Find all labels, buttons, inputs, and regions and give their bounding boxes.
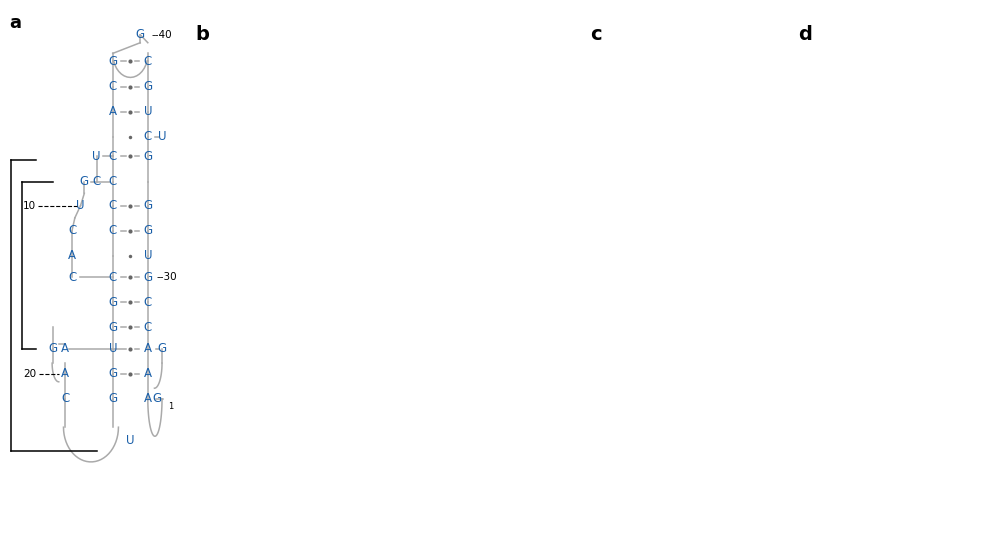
Text: C: C	[144, 55, 152, 68]
Text: A: A	[61, 367, 70, 380]
Text: A: A	[144, 342, 152, 355]
Text: G: G	[143, 80, 152, 93]
Text: G: G	[143, 224, 152, 237]
Text: A: A	[61, 342, 70, 355]
Text: G: G	[136, 28, 145, 41]
Text: G: G	[143, 150, 152, 163]
Text: A: A	[68, 249, 76, 262]
Text: G: G	[157, 342, 166, 355]
Text: C: C	[109, 80, 117, 93]
Text: C: C	[109, 199, 117, 212]
Text: C: C	[144, 296, 152, 309]
Text: 20: 20	[23, 369, 36, 379]
Text: C: C	[109, 224, 117, 237]
Text: G: G	[143, 271, 152, 284]
Text: G: G	[108, 367, 117, 380]
Text: C: C	[109, 271, 117, 284]
Text: U: U	[143, 249, 152, 262]
Text: C: C	[61, 392, 70, 405]
Text: C: C	[109, 175, 117, 188]
Text: C: C	[144, 321, 152, 334]
Text: U: U	[77, 199, 85, 212]
Text: C: C	[109, 150, 117, 163]
Text: C: C	[68, 271, 77, 284]
Text: U: U	[93, 150, 101, 163]
Text: G: G	[108, 55, 117, 68]
Text: c: c	[590, 25, 602, 44]
Text: 10: 10	[23, 201, 36, 210]
Text: G: G	[108, 296, 117, 309]
Text: A: A	[144, 367, 152, 380]
Text: U: U	[143, 105, 152, 118]
Text: 1: 1	[167, 403, 173, 411]
Text: a: a	[9, 14, 21, 32]
Text: U: U	[158, 130, 166, 143]
Text: U: U	[126, 434, 135, 447]
Text: C: C	[93, 175, 101, 188]
Text: G: G	[108, 321, 117, 334]
Text: G: G	[108, 392, 117, 405]
Text: C: C	[68, 224, 77, 237]
Text: G: G	[80, 175, 89, 188]
Text: G: G	[48, 342, 57, 355]
Text: A: A	[109, 105, 117, 118]
Text: --40: --40	[151, 30, 172, 40]
Text: A: A	[144, 392, 152, 405]
Text: d: d	[798, 25, 811, 44]
Text: --30: --30	[156, 272, 177, 282]
Text: U: U	[109, 342, 117, 355]
Text: b: b	[195, 25, 209, 44]
Text: G: G	[153, 392, 162, 405]
Text: G: G	[143, 199, 152, 212]
Text: C: C	[144, 130, 152, 143]
